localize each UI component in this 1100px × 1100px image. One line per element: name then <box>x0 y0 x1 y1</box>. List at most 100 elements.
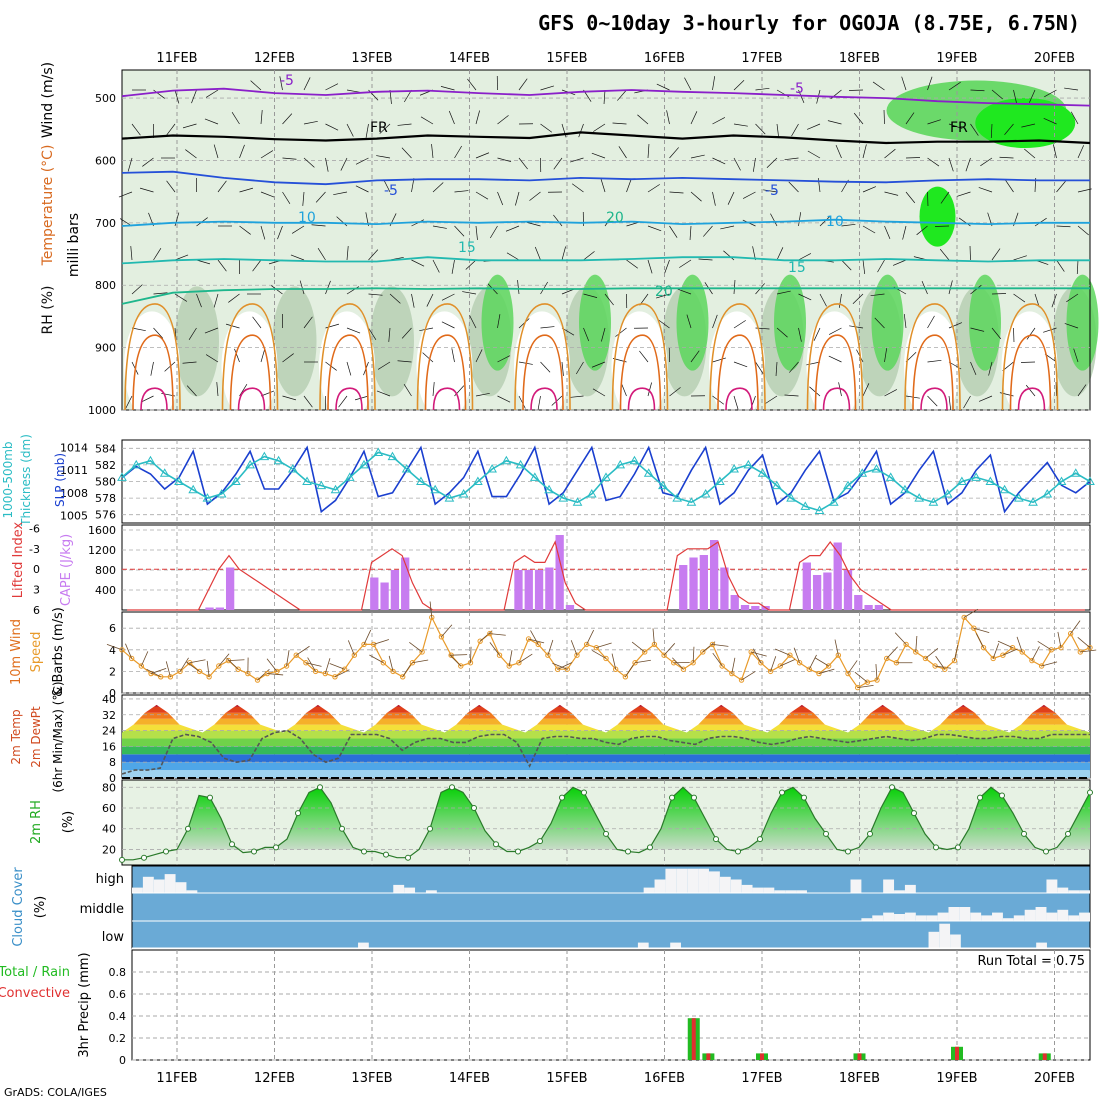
wind-barb <box>852 293 864 304</box>
wind-barb <box>431 144 434 159</box>
date-label-top: 14FEB <box>449 51 490 66</box>
cloud-bar <box>1024 909 1036 921</box>
wind-barb <box>948 322 963 329</box>
date-label-top: 15FEB <box>546 51 587 66</box>
wind-barb <box>1013 89 1017 104</box>
wind-speed-marker <box>583 641 590 648</box>
wind-barb <box>409 642 423 653</box>
wind-speed-marker <box>535 641 541 648</box>
rh-marker <box>559 794 565 801</box>
date-label-bottom: 18FEB <box>839 1071 880 1086</box>
wind-speed-marker <box>332 674 338 680</box>
wind-barb <box>569 395 584 398</box>
wind-barb <box>506 252 520 261</box>
wind-barb <box>770 656 777 672</box>
wind-speed-marker <box>574 652 580 658</box>
cloud-bar <box>785 890 797 893</box>
wind-barb <box>731 657 736 674</box>
wind-barb <box>639 350 649 363</box>
wind-speed-marker <box>370 641 377 648</box>
rh-plume-moist <box>774 274 806 371</box>
thickness-marker <box>900 484 910 494</box>
wind-barb <box>179 657 189 672</box>
wind-barb <box>185 149 197 159</box>
wind-barb <box>894 632 907 645</box>
thickness-marker <box>1028 497 1038 506</box>
thickness-marker <box>771 480 782 490</box>
wind-barb <box>834 639 839 656</box>
date-label-top: 18FEB <box>839 51 880 66</box>
wind-barb <box>142 157 154 167</box>
wind-barb <box>784 394 799 397</box>
wind-barb <box>290 254 305 261</box>
temp-2m-panel: 0 8 16 24 32 40 <box>102 693 1091 785</box>
wind-speed-marker <box>380 660 387 666</box>
rh-marker <box>229 841 235 848</box>
wind-barb <box>583 293 598 298</box>
wind-speed-marker <box>661 652 667 658</box>
wind-barb <box>1070 111 1079 125</box>
rh-plume-moist <box>481 274 514 371</box>
thickness-marker <box>544 484 554 494</box>
cape-bar <box>370 577 379 610</box>
wind-barb <box>552 662 568 670</box>
rh-plume-moist <box>969 274 1001 371</box>
wind-barb <box>530 630 539 645</box>
y-tick-label: 600 <box>95 154 116 167</box>
wind-barb <box>432 382 435 397</box>
thickness-marker <box>174 476 184 485</box>
wind-barb <box>441 624 453 638</box>
isotherm-line <box>121 87 1091 107</box>
wind-barb <box>948 157 954 172</box>
isotherm-30 <box>522 334 564 411</box>
rh-marker <box>625 848 631 855</box>
rh-marker <box>955 844 961 851</box>
cape-bar <box>524 570 533 610</box>
wind-barb <box>260 191 275 198</box>
wind-barb <box>234 348 240 363</box>
cloud-bar <box>959 907 971 921</box>
slp-line <box>121 445 1091 514</box>
wind-barb <box>751 651 767 657</box>
cloud-level-label: low <box>102 930 125 945</box>
wind-speed-marker <box>922 655 929 662</box>
wind-barb <box>196 293 202 308</box>
isotherm-line <box>121 131 1091 145</box>
wind-barb <box>1024 148 1036 159</box>
wind-barb <box>346 123 354 137</box>
thickness-marker <box>957 476 967 485</box>
wind-barb <box>479 630 493 642</box>
rh-marker <box>845 848 851 855</box>
thickness-line <box>121 451 1091 512</box>
wind-barb <box>401 147 412 159</box>
side-label-barbs: & Barbs (m/s) <box>51 607 66 697</box>
wind-barb <box>892 259 907 266</box>
wind-barb <box>166 180 176 193</box>
wind-barb <box>346 327 361 334</box>
cape-bar <box>854 595 863 610</box>
wind-barb <box>712 652 723 667</box>
temp-band <box>122 754 1090 763</box>
y-tick-label: 582 <box>95 459 116 472</box>
cloud-bar <box>796 890 807 893</box>
wind-barb <box>217 259 227 272</box>
wind-barb <box>191 89 197 104</box>
wind-speed-marker <box>845 670 851 677</box>
rh-marker <box>603 830 609 837</box>
wind-speed-marker <box>554 666 561 672</box>
cape-bar <box>555 535 564 610</box>
wind-barb <box>807 150 821 159</box>
wind-barb <box>798 327 802 342</box>
wind-barb <box>1016 636 1023 653</box>
wind-barb <box>963 395 971 409</box>
wind-barb <box>166 123 176 136</box>
thickness-marker <box>131 459 142 469</box>
wind-barb <box>118 191 133 198</box>
date-label-bottom: 16FEB <box>644 1071 685 1086</box>
rh-marker <box>449 784 455 791</box>
wind-barb <box>448 110 455 125</box>
wind-barb <box>228 659 245 661</box>
isotherm-35 <box>920 387 948 411</box>
date-label-top: 12FEB <box>254 51 295 66</box>
wind-barb <box>973 627 990 633</box>
